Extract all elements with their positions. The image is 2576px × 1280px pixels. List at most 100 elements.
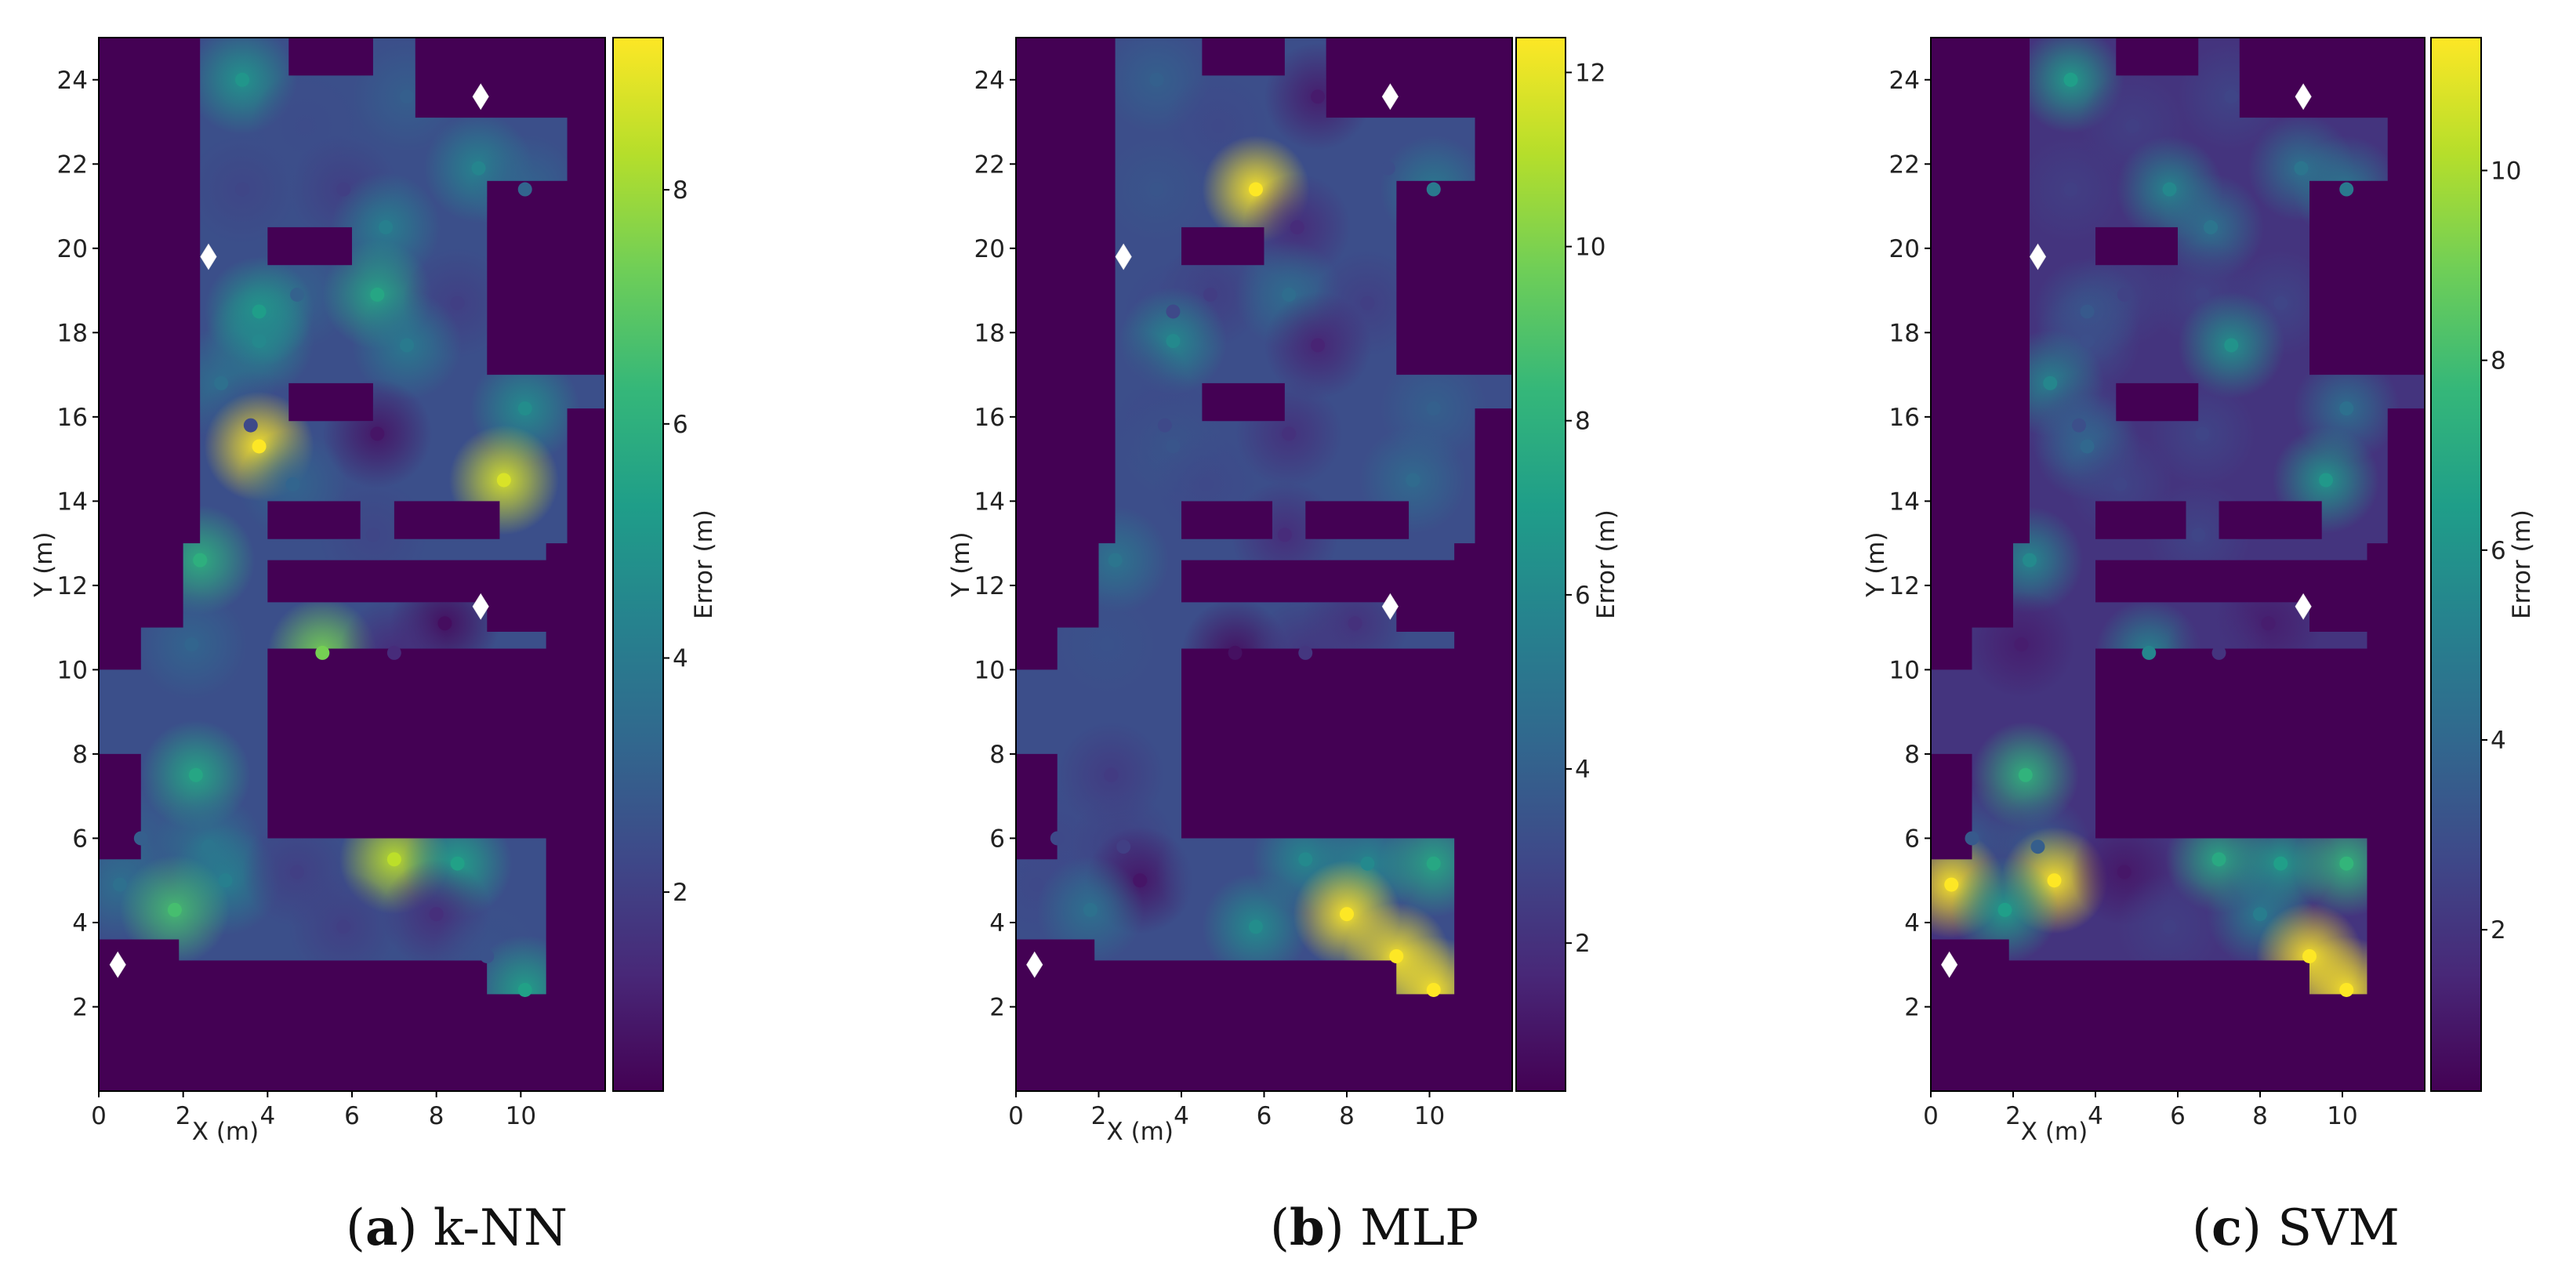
sample-point bbox=[2339, 856, 2354, 871]
sample-point bbox=[201, 839, 216, 854]
y-tick-label: 24 bbox=[57, 67, 88, 95]
sample-point bbox=[184, 637, 199, 652]
caption-letter-mlp: (b) bbox=[1270, 1198, 1344, 1257]
sample-point bbox=[2125, 118, 2140, 133]
sample-point bbox=[517, 982, 532, 997]
y-tick-label: 24 bbox=[974, 67, 1005, 95]
y-tick-label: 8 bbox=[989, 741, 1005, 769]
sample-point bbox=[2080, 334, 2095, 349]
x-tick-label: 0 bbox=[91, 1102, 107, 1130]
sample-point bbox=[252, 304, 267, 319]
y-tick-label: 18 bbox=[974, 319, 1005, 347]
sample-point bbox=[2162, 182, 2177, 197]
y-tick-label: 22 bbox=[974, 150, 1005, 179]
colorbar-tick-label: 8 bbox=[673, 176, 688, 205]
colorbar-label-svm: Error (m) bbox=[2508, 509, 2536, 619]
access-point-marker bbox=[1381, 593, 1399, 620]
sample-point bbox=[2273, 296, 2288, 310]
y-axis-label-knn: Y (m) bbox=[30, 531, 58, 597]
sample-point bbox=[285, 477, 300, 491]
sample-point bbox=[2294, 161, 2309, 176]
sample-point bbox=[1298, 852, 1313, 867]
data-points-svm bbox=[1944, 72, 2354, 997]
sample-point bbox=[1340, 907, 1354, 922]
sample-point bbox=[1149, 182, 1164, 197]
sample-point bbox=[315, 645, 330, 660]
y-tick-label: 10 bbox=[974, 656, 1005, 684]
sample-point bbox=[1083, 902, 1098, 917]
sample-point bbox=[429, 907, 444, 922]
sample-point bbox=[2072, 418, 2086, 433]
sample-point bbox=[2261, 616, 2276, 631]
colorbar-tick-label: 6 bbox=[2491, 537, 2506, 565]
sample-point bbox=[370, 426, 385, 441]
y-tick-label: 22 bbox=[1889, 150, 1920, 179]
colorbar-tick-label: 6 bbox=[1575, 582, 1591, 610]
x-tick-label: 0 bbox=[1008, 1102, 1024, 1130]
colorbar-knn: 2 4 6 8 bbox=[612, 37, 688, 1092]
y-tick-label: 14 bbox=[1889, 488, 1920, 516]
access-point-marker bbox=[1381, 83, 1399, 111]
sample-point bbox=[1290, 219, 1304, 234]
sample-point bbox=[1116, 839, 1131, 854]
x-tick-label: 0 bbox=[1923, 1102, 1939, 1130]
sample-point bbox=[2195, 287, 2210, 302]
sample-point bbox=[1944, 877, 1959, 892]
access-point-marker bbox=[2295, 83, 2312, 111]
access-point-marker bbox=[1941, 951, 1958, 978]
caption-mlp: (b) MLP bbox=[1270, 1198, 1478, 1257]
sample-point bbox=[1199, 477, 1214, 491]
y-tick-label: 22 bbox=[57, 150, 88, 179]
x-tick-label: 4 bbox=[1174, 1102, 1189, 1130]
sample-point bbox=[133, 831, 148, 846]
y-axis-label-mlp: Y (m) bbox=[947, 531, 975, 597]
sample-point bbox=[2063, 182, 2078, 197]
sample-point bbox=[1248, 182, 1263, 197]
sample-point bbox=[1282, 426, 1297, 441]
sample-point bbox=[1426, 182, 1441, 197]
colorbar-tick-label: 2 bbox=[2491, 916, 2506, 945]
sample-point bbox=[1997, 902, 2012, 917]
sample-point bbox=[517, 182, 532, 197]
y-tick-label: 20 bbox=[57, 235, 88, 263]
sample-point bbox=[2047, 873, 2062, 888]
sample-point bbox=[386, 852, 401, 867]
colorbar-tick-label: 8 bbox=[2491, 347, 2506, 375]
y-tick-label: 16 bbox=[1889, 404, 1920, 432]
sample-point bbox=[399, 338, 414, 353]
sample-point bbox=[2117, 287, 2132, 302]
y-tick-label: 12 bbox=[57, 572, 88, 600]
access-points-knn bbox=[109, 83, 489, 978]
sample-point bbox=[1311, 338, 1326, 353]
sample-point bbox=[1203, 865, 1217, 879]
sample-point bbox=[1426, 856, 1441, 871]
colorbar-mlp: 2 4 6 8 10 12 bbox=[1515, 37, 1605, 1092]
x-tick-label: 10 bbox=[1414, 1102, 1445, 1130]
y-tick-label: 16 bbox=[57, 404, 88, 432]
sample-point bbox=[252, 334, 267, 349]
access-point-marker bbox=[2295, 593, 2312, 620]
sample-point bbox=[1298, 645, 1313, 660]
caption-letter-svm: (c) bbox=[2192, 1198, 2262, 1257]
sample-point bbox=[1381, 161, 1395, 176]
x-tick-label: 8 bbox=[2252, 1102, 2268, 1130]
sample-point bbox=[252, 439, 267, 454]
caption-text-mlp: MLP bbox=[1344, 1199, 1478, 1257]
y-tick-label: 16 bbox=[974, 404, 1005, 432]
colorbar-tick-label: 10 bbox=[2491, 158, 2521, 186]
y-tick-label: 6 bbox=[1904, 825, 1920, 853]
sample-point bbox=[290, 287, 305, 302]
x-tick-label: 2 bbox=[1091, 1102, 1107, 1130]
access-point-marker bbox=[200, 243, 217, 270]
sample-point bbox=[2043, 375, 2058, 390]
y-tick-label: 10 bbox=[57, 656, 88, 684]
sample-point bbox=[2211, 852, 2226, 867]
sample-point bbox=[2339, 982, 2354, 997]
colorbar-tick-label: 2 bbox=[1575, 930, 1591, 958]
sample-point bbox=[1406, 473, 1420, 488]
y-tick-label: 14 bbox=[974, 488, 1005, 516]
